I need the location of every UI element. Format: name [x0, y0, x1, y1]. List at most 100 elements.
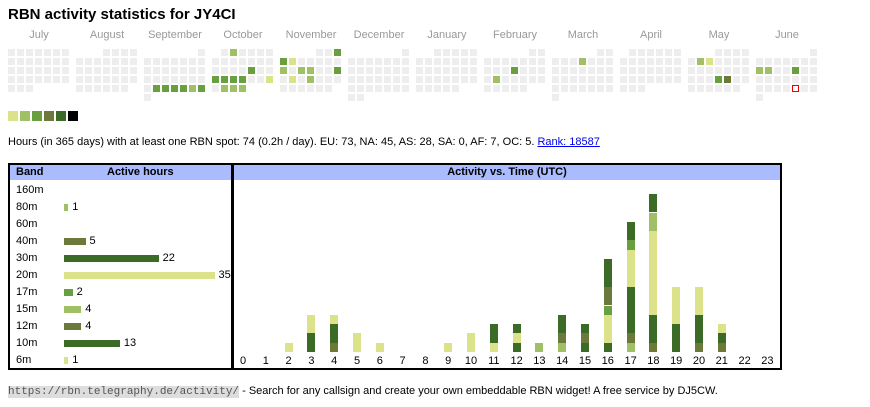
day-cell[interactable] [62, 67, 69, 74]
day-cell[interactable] [248, 67, 255, 74]
day-cell[interactable] [280, 85, 287, 92]
day-cell[interactable] [384, 76, 391, 83]
day-cell[interactable] [357, 94, 364, 101]
day-cell[interactable] [597, 76, 604, 83]
day-cell[interactable] [17, 76, 24, 83]
day-cell[interactable] [53, 67, 60, 74]
day-cell[interactable] [153, 76, 160, 83]
day-cell[interactable] [266, 67, 273, 74]
day-cell[interactable] [189, 67, 196, 74]
day-cell[interactable] [552, 76, 559, 83]
day-cell[interactable] [366, 85, 373, 92]
day-cell[interactable] [266, 58, 273, 65]
day-cell[interactable] [511, 58, 518, 65]
day-cell[interactable] [153, 67, 160, 74]
day-cell[interactable] [502, 85, 509, 92]
day-cell[interactable] [715, 67, 722, 74]
day-cell[interactable] [375, 58, 382, 65]
day-cell[interactable] [402, 49, 409, 56]
day-cell[interactable] [688, 76, 695, 83]
day-cell[interactable] [638, 85, 645, 92]
day-cell[interactable] [180, 67, 187, 74]
day-cell[interactable] [552, 94, 559, 101]
day-cell[interactable] [801, 76, 808, 83]
day-cell[interactable] [706, 85, 713, 92]
day-cell[interactable] [348, 76, 355, 83]
day-cell[interactable] [493, 76, 500, 83]
day-cell[interactable] [94, 85, 101, 92]
day-cell[interactable] [742, 76, 749, 83]
day-cell[interactable] [153, 85, 160, 92]
day-cell[interactable] [221, 58, 228, 65]
day-cell[interactable] [35, 58, 42, 65]
day-cell[interactable] [76, 67, 83, 74]
day-cell[interactable] [85, 76, 92, 83]
day-cell[interactable] [434, 58, 441, 65]
day-cell[interactable] [112, 49, 119, 56]
day-cell[interactable] [103, 58, 110, 65]
day-cell[interactable] [121, 58, 128, 65]
day-cell[interactable] [144, 67, 151, 74]
day-cell[interactable] [162, 67, 169, 74]
day-cell[interactable] [620, 76, 627, 83]
day-cell[interactable] [289, 67, 296, 74]
day-cell[interactable] [493, 85, 500, 92]
day-cell[interactable] [733, 85, 740, 92]
day-cell[interactable] [26, 85, 33, 92]
day-cell[interactable] [266, 49, 273, 56]
day-cell[interactable] [257, 76, 264, 83]
day-cell[interactable] [348, 58, 355, 65]
day-cell[interactable] [230, 85, 237, 92]
day-cell[interactable] [230, 76, 237, 83]
day-cell[interactable] [606, 67, 613, 74]
day-cell[interactable] [665, 76, 672, 83]
day-cell[interactable] [153, 58, 160, 65]
day-cell[interactable] [783, 67, 790, 74]
day-cell[interactable] [375, 67, 382, 74]
day-cell[interactable] [461, 49, 468, 56]
day-cell[interactable] [765, 67, 772, 74]
day-cell[interactable] [538, 49, 545, 56]
day-cell[interactable] [307, 76, 314, 83]
day-cell[interactable] [606, 85, 613, 92]
day-cell[interactable] [257, 49, 264, 56]
day-cell[interactable] [402, 85, 409, 92]
day-cell[interactable] [606, 49, 613, 56]
day-cell[interactable] [742, 67, 749, 74]
day-cell[interactable] [570, 85, 577, 92]
day-cell[interactable] [629, 76, 636, 83]
day-cell[interactable] [280, 67, 287, 74]
day-cell[interactable] [44, 49, 51, 56]
day-cell[interactable] [130, 67, 137, 74]
day-cell[interactable] [484, 58, 491, 65]
day-cell[interactable] [801, 67, 808, 74]
day-cell[interactable] [289, 58, 296, 65]
day-cell[interactable] [801, 58, 808, 65]
day-cell[interactable] [62, 58, 69, 65]
day-cell[interactable] [538, 67, 545, 74]
day-cell[interactable] [561, 58, 568, 65]
day-cell[interactable] [656, 67, 663, 74]
day-cell[interactable] [402, 58, 409, 65]
day-cell[interactable] [8, 67, 15, 74]
day-cell[interactable] [783, 58, 790, 65]
day-cell[interactable] [121, 76, 128, 83]
day-cell[interactable] [520, 67, 527, 74]
day-cell[interactable] [26, 49, 33, 56]
day-cell[interactable] [17, 67, 24, 74]
day-cell[interactable] [434, 67, 441, 74]
day-cell[interactable] [44, 76, 51, 83]
day-cell[interactable] [221, 49, 228, 56]
day-cell[interactable] [162, 76, 169, 83]
day-cell[interactable] [348, 67, 355, 74]
day-cell[interactable] [334, 76, 341, 83]
day-cell[interactable] [706, 58, 713, 65]
day-cell[interactable] [239, 49, 246, 56]
day-cell[interactable] [715, 58, 722, 65]
day-cell[interactable] [425, 76, 432, 83]
day-cell[interactable] [112, 67, 119, 74]
day-cell[interactable] [493, 58, 500, 65]
day-cell[interactable] [588, 85, 595, 92]
day-cell[interactable] [325, 67, 332, 74]
day-cell[interactable] [280, 58, 287, 65]
